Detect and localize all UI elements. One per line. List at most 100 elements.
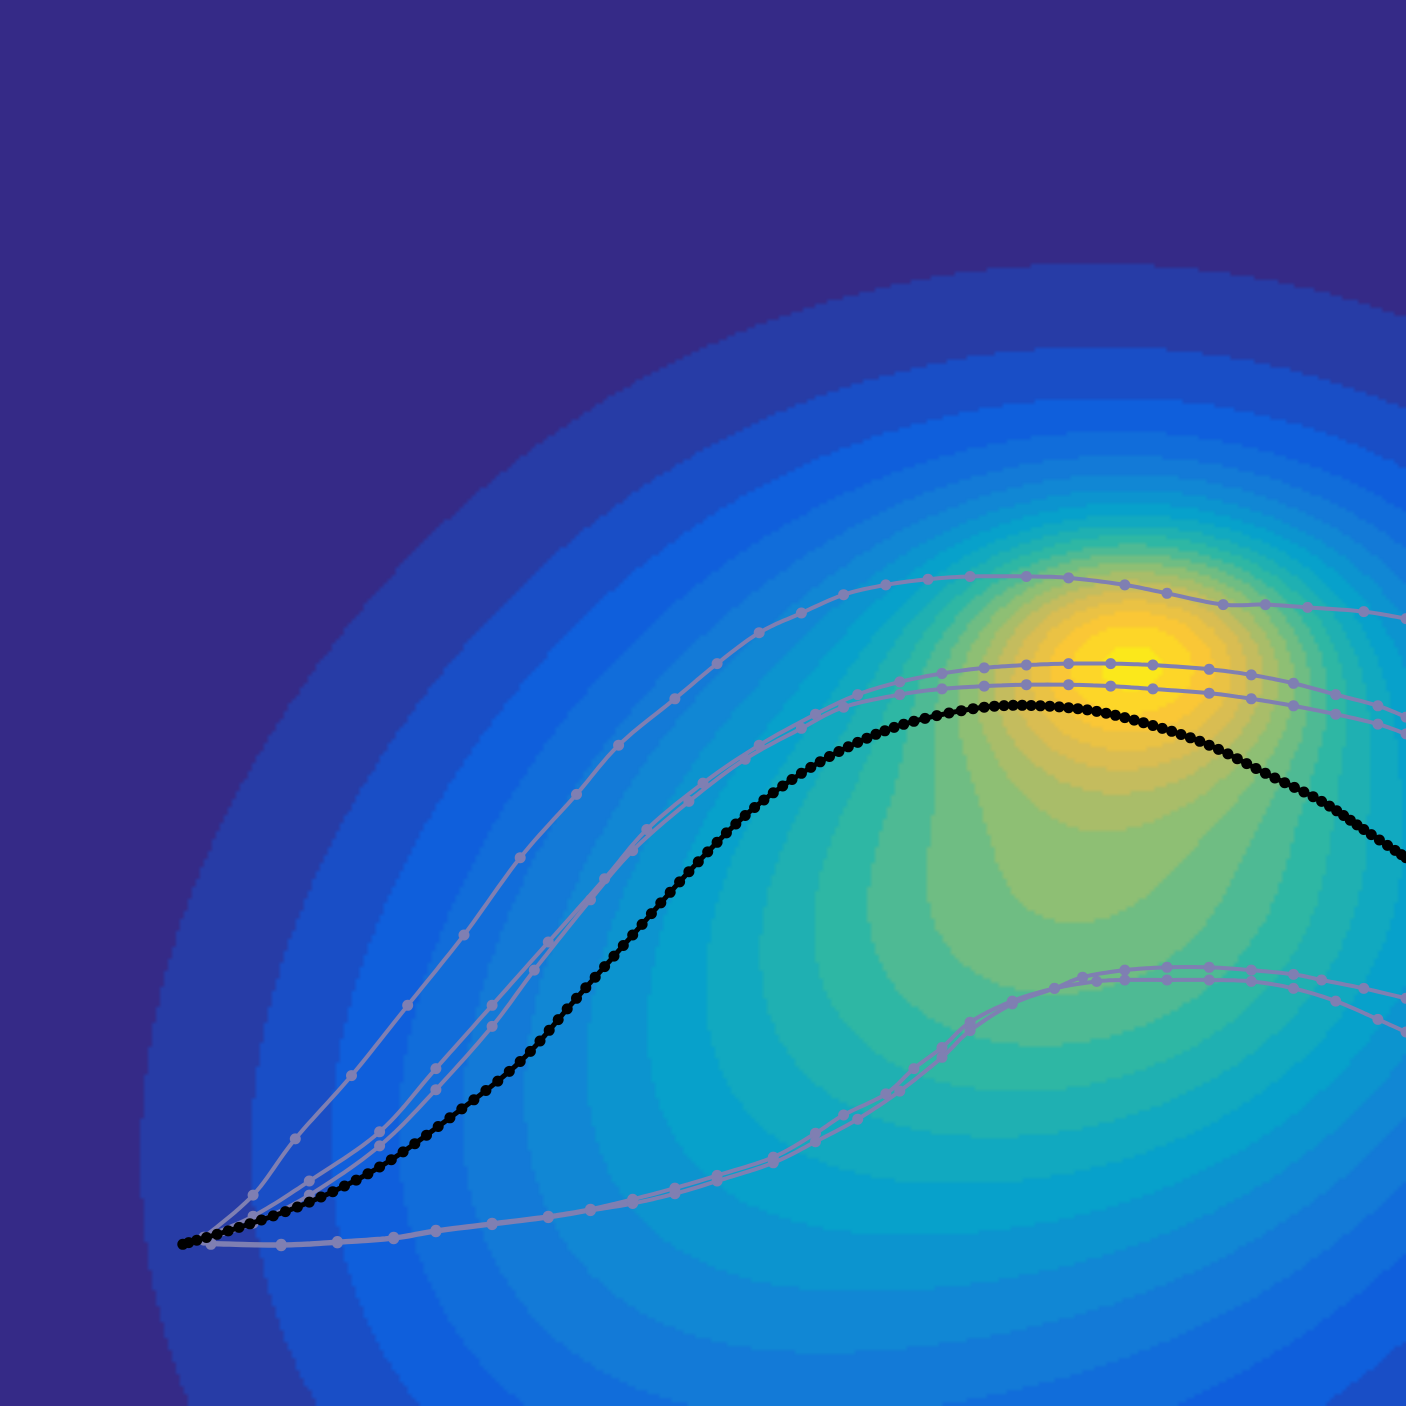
- data-point: [1330, 689, 1342, 701]
- data-point: [753, 627, 765, 639]
- data-point: [1119, 964, 1131, 976]
- data-point: [397, 1146, 409, 1158]
- data-point: [1100, 707, 1112, 719]
- data-point: [1184, 732, 1196, 744]
- data-point: [275, 1238, 287, 1250]
- data-point: [374, 1126, 386, 1138]
- data-point: [720, 827, 732, 839]
- data-point: [1288, 677, 1299, 689]
- data-point: [191, 1234, 203, 1246]
- data-point: [1007, 699, 1019, 711]
- data-point: [1203, 974, 1215, 986]
- data-point: [1358, 982, 1370, 994]
- data-point: [1203, 663, 1215, 675]
- data-point: [936, 1042, 948, 1053]
- data-point: [711, 1169, 723, 1181]
- data-point: [543, 1024, 555, 1036]
- data-point: [739, 810, 751, 821]
- data-point: [1259, 599, 1271, 611]
- data-point: [655, 897, 667, 909]
- data-point: [795, 607, 807, 619]
- data-point: [795, 722, 807, 734]
- data-point: [514, 852, 526, 864]
- data-point: [571, 788, 582, 800]
- data-point: [492, 1075, 504, 1087]
- data-point: [585, 1203, 596, 1215]
- data-point: [739, 753, 751, 765]
- data-point: [585, 894, 596, 906]
- data-point: [810, 1136, 821, 1148]
- data-point: [702, 846, 714, 858]
- data-point: [1105, 658, 1117, 670]
- data-point: [1400, 613, 1406, 625]
- data-point: [1316, 974, 1328, 986]
- data-point: [936, 683, 948, 695]
- data-point: [1288, 982, 1299, 994]
- data-point: [1269, 772, 1281, 784]
- data-point: [894, 1085, 906, 1097]
- data-point: [1091, 705, 1103, 717]
- data-point: [486, 999, 498, 1011]
- data-point: [1241, 758, 1253, 770]
- data-point: [880, 1088, 892, 1100]
- data-point: [711, 836, 723, 848]
- data-point: [1288, 968, 1299, 980]
- data-point: [613, 739, 625, 751]
- data-point: [503, 1065, 515, 1077]
- data-point: [430, 1224, 442, 1236]
- data-point: [1020, 571, 1032, 582]
- data-point: [1373, 834, 1385, 846]
- data-point: [385, 1154, 397, 1166]
- data-point: [879, 725, 891, 737]
- data-point: [786, 774, 798, 785]
- data-point: [542, 936, 554, 948]
- data-point: [908, 1063, 920, 1075]
- data-point: [1316, 795, 1328, 807]
- data-point: [1156, 722, 1168, 734]
- series-line: [202, 574, 1406, 1239]
- data-point: [247, 1189, 259, 1201]
- data-point: [331, 1236, 343, 1247]
- data-point: [409, 1138, 421, 1150]
- data-point: [524, 1045, 536, 1057]
- data-point: [599, 961, 611, 973]
- trajectory-5: [205, 974, 1406, 1250]
- data-point: [998, 700, 1010, 712]
- data-point: [894, 689, 906, 701]
- data-point: [674, 876, 686, 888]
- series-line: [203, 661, 1406, 1240]
- data-point: [894, 676, 906, 688]
- data-point: [1077, 971, 1089, 983]
- data-point: [608, 950, 620, 962]
- data-point: [1330, 708, 1342, 720]
- data-point: [211, 1228, 223, 1240]
- data-point: [852, 1113, 864, 1125]
- data-point: [711, 658, 723, 670]
- data-point: [1175, 729, 1187, 740]
- data-point: [1288, 700, 1299, 712]
- data-point: [1109, 709, 1121, 721]
- data-point: [1372, 718, 1384, 730]
- data-point: [1091, 975, 1103, 987]
- data-point: [1245, 975, 1257, 987]
- trajectory-3: [198, 679, 1406, 1246]
- data-point: [327, 1186, 339, 1198]
- data-point: [964, 571, 976, 582]
- data-point: [432, 1121, 444, 1132]
- data-point: [683, 795, 695, 807]
- data-point: [767, 1151, 779, 1163]
- data-point: [617, 940, 629, 951]
- data-point: [870, 728, 882, 740]
- data-point: [1358, 606, 1370, 618]
- data-point: [880, 579, 892, 591]
- data-point: [1400, 728, 1406, 740]
- data-point: [279, 1206, 291, 1218]
- data-point: [339, 1180, 350, 1192]
- data-point: [480, 1085, 492, 1096]
- data-point: [664, 886, 676, 898]
- data-point: [1245, 669, 1257, 681]
- data-point: [931, 710, 943, 722]
- data-point: [898, 718, 910, 730]
- data-point: [1330, 995, 1342, 1007]
